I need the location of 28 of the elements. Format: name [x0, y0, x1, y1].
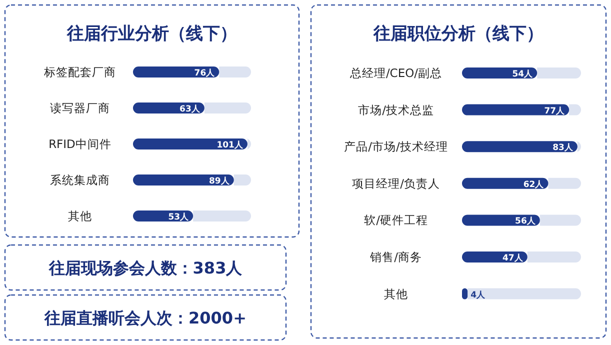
data-label: 63人 [180, 104, 202, 114]
y-tick-label: 市场/技术总监 [358, 102, 434, 117]
data-label: 77人 [544, 105, 566, 116]
data-label: 47人 [502, 252, 524, 264]
data-label: 4人 [470, 289, 486, 300]
y-tick-label: 其他 [384, 286, 408, 301]
data-label: 83人 [552, 142, 574, 154]
y-tick-label: 总经理/CEO/副总 [348, 66, 442, 80]
data-label: 54人 [512, 68, 534, 80]
data-label: 76人 [194, 68, 216, 78]
chart-title: 往届职位分析（线下） [372, 24, 544, 44]
y-tick-label: RFID中间件 [48, 137, 112, 151]
data-label: 89人 [209, 176, 231, 186]
data-label: 62人 [523, 178, 546, 190]
y-tick-label: 系统集成商 [50, 173, 110, 187]
text: 往届现场参会人数：383人 [48, 258, 244, 278]
data-label: 56人 [515, 216, 537, 227]
data-label: 101人 [216, 140, 244, 150]
y-tick-label: 读写器厂商 [50, 101, 110, 115]
chart-title: 往届行业分析（线下） [66, 24, 237, 44]
y-tick-label: 其他 [68, 209, 92, 223]
y-tick-label: 标签配套厂商 [43, 65, 116, 79]
y-tick-label: 产品/市场/技术经理 [344, 140, 448, 154]
y-tick-label: 销售/商务 [369, 250, 422, 264]
y-tick-label: 软/硬件工程 [364, 213, 428, 228]
text: 往届直播听会人次：2000+ [44, 308, 246, 328]
data-label: 53人 [168, 212, 190, 222]
y-tick-label: 项目经理/负责人 [352, 176, 440, 190]
